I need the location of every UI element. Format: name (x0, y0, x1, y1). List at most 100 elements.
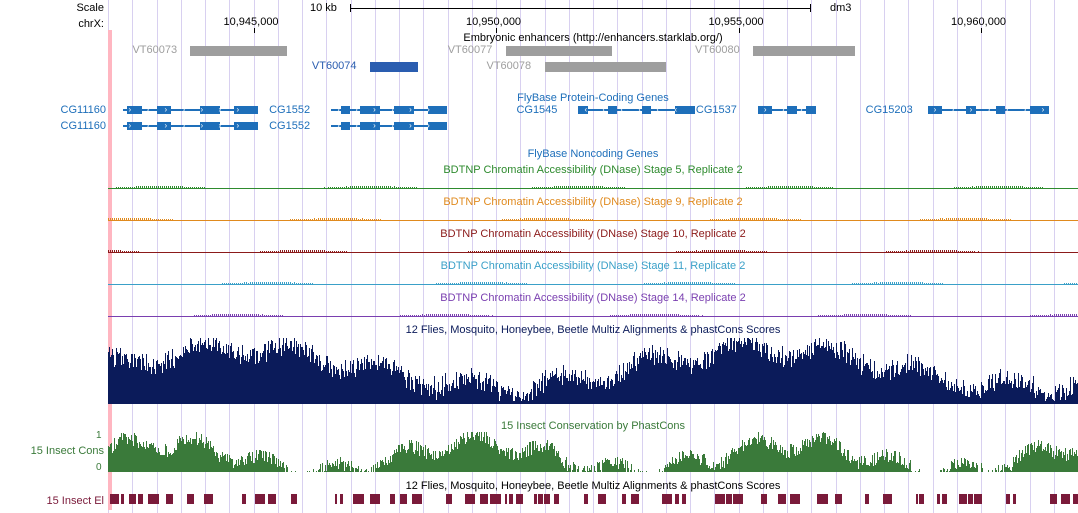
conserved-element[interactable] (835, 494, 842, 504)
strand-arrow-icon: › (237, 106, 240, 114)
conserved-element[interactable] (129, 494, 136, 504)
conserved-element[interactable] (534, 494, 537, 504)
enhancer-VT60077[interactable] (506, 46, 613, 56)
conserved-element[interactable] (622, 494, 626, 504)
conserved-element[interactable] (682, 494, 686, 504)
conserved-element[interactable] (335, 494, 337, 504)
conserved-element[interactable] (480, 494, 488, 504)
conserved-element[interactable] (291, 494, 297, 504)
enhancer-VT60074[interactable] (370, 62, 419, 72)
conserved-element[interactable] (959, 494, 967, 504)
conserved-element[interactable] (1006, 494, 1010, 504)
conserved-element[interactable] (968, 494, 973, 504)
enhancer-VT60078[interactable] (545, 62, 666, 72)
conserved-element[interactable] (974, 494, 982, 504)
strand-arrow-icon: › (219, 106, 222, 114)
dnase-track-1[interactable] (108, 210, 1078, 220)
conserved-element[interactable] (733, 494, 743, 504)
exon (1030, 106, 1049, 114)
elements-track[interactable] (108, 494, 1078, 504)
conserved-element[interactable] (465, 494, 475, 504)
strand-arrow-icon: › (782, 106, 785, 114)
exon (642, 106, 652, 114)
conserved-element[interactable] (554, 494, 559, 504)
conserved-element[interactable] (662, 494, 672, 504)
conserved-element[interactable] (1073, 494, 1078, 504)
conserved-element[interactable] (148, 494, 159, 504)
conserved-element[interactable] (1013, 494, 1016, 504)
conserved-element[interactable] (538, 494, 543, 504)
dnase-track-2[interactable] (108, 242, 1078, 252)
enhancer-track-title: Embryonic enhancers (http://enhancers.st… (108, 32, 1078, 44)
phastcons12-track[interactable] (108, 338, 1078, 404)
conserved-element[interactable] (790, 494, 800, 504)
gene-label-CG1537: CG1537 (696, 104, 737, 116)
conserved-element[interactable] (390, 494, 395, 504)
dnase-baseline-4[interactable] (108, 316, 1078, 317)
conserved-element[interactable] (544, 494, 550, 504)
conserved-element[interactable] (675, 494, 679, 504)
conserved-element[interactable] (631, 494, 639, 504)
exon (360, 122, 379, 130)
enhancer-label-VT60073: VT60073 (132, 44, 177, 56)
conserved-element[interactable] (204, 494, 213, 504)
conserved-element[interactable] (400, 494, 407, 504)
conserved-element[interactable] (340, 494, 343, 504)
conserved-element[interactable] (268, 494, 276, 504)
dnase-baseline-2[interactable] (108, 252, 1078, 253)
conserved-element[interactable] (490, 494, 501, 504)
strand-arrow-icon: › (165, 122, 168, 130)
dnase-title-0: BDTNP Chromatin Accessibility (DNase) St… (108, 164, 1078, 176)
enhancer-VT60080[interactable] (753, 46, 855, 56)
dnase-baseline-0[interactable] (108, 188, 1078, 189)
strand-arrow-icon: › (201, 106, 204, 114)
conserved-element[interactable] (916, 494, 918, 504)
dnase-baseline-3[interactable] (108, 284, 1078, 285)
conserved-element[interactable] (598, 494, 606, 504)
dnase-track-0[interactable] (108, 178, 1078, 188)
conserved-element[interactable] (937, 494, 940, 504)
conserved-element[interactable] (1061, 494, 1070, 504)
conserved-element[interactable] (715, 494, 725, 504)
strand-arrow-icon: › (147, 106, 150, 114)
conserved-element[interactable] (817, 494, 828, 504)
strand-arrow-icon: › (147, 122, 150, 130)
conserved-element[interactable] (138, 494, 143, 504)
conserved-element[interactable] (584, 494, 588, 504)
conserved-element[interactable] (516, 494, 523, 504)
enhancer-VT60073[interactable] (190, 46, 287, 56)
conserved-element[interactable] (509, 494, 513, 504)
conserved-element[interactable] (778, 494, 786, 504)
strand-arrow-icon: › (1006, 106, 1009, 114)
noncoding-track-title: FlyBase Noncoding Genes (108, 148, 1078, 160)
conserved-element[interactable] (446, 494, 452, 504)
conserved-element[interactable] (865, 494, 869, 504)
dnase-track-3[interactable] (108, 274, 1078, 284)
conserved-element[interactable] (187, 494, 194, 504)
conserved-element[interactable] (412, 494, 422, 504)
conserved-element[interactable] (505, 494, 507, 504)
strand-arrow-icon: ‹ (602, 106, 605, 114)
conserved-element[interactable] (121, 494, 124, 504)
conserved-element[interactable] (242, 494, 246, 504)
conserved-element[interactable] (370, 494, 380, 504)
conserved-element[interactable] (761, 494, 767, 504)
dnase-track-4[interactable] (108, 306, 1078, 316)
conserved-element[interactable] (919, 494, 924, 504)
conserved-element[interactable] (166, 494, 173, 504)
dnase-title-2: BDTNP Chromatin Accessibility (DNase) St… (108, 228, 1078, 240)
conserved-element[interactable] (883, 494, 892, 504)
dnase-title-4: BDTNP Chromatin Accessibility (DNase) St… (108, 292, 1078, 304)
strand-arrow-icon: › (952, 106, 955, 114)
conserved-element[interactable] (255, 494, 265, 504)
strand-arrow-icon: › (201, 122, 204, 130)
conserved-element[interactable] (110, 494, 119, 504)
conserved-element[interactable] (1050, 494, 1057, 504)
conserved-element[interactable] (942, 494, 947, 504)
conserved-element[interactable] (726, 494, 732, 504)
strand-arrow-icon: › (391, 106, 394, 114)
conserved-element[interactable] (353, 494, 364, 504)
phastcons15-track[interactable] (108, 432, 1078, 472)
strand-arrow-icon: › (934, 106, 937, 114)
dnase-baseline-1[interactable] (108, 220, 1078, 221)
